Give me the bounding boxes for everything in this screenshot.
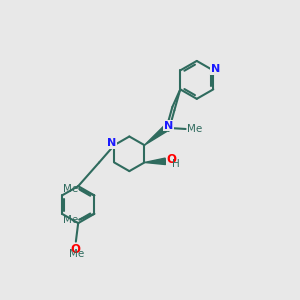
Text: Me: Me: [63, 214, 78, 225]
Text: O: O: [167, 153, 176, 167]
Text: Me: Me: [63, 184, 78, 194]
Text: Me: Me: [187, 124, 202, 134]
Text: N: N: [107, 138, 116, 148]
Text: Me: Me: [69, 248, 85, 259]
Polygon shape: [144, 158, 166, 164]
Text: H: H: [172, 159, 180, 169]
Text: N: N: [164, 121, 173, 130]
Text: O: O: [71, 243, 81, 256]
Polygon shape: [144, 125, 169, 145]
Text: N: N: [211, 64, 220, 74]
